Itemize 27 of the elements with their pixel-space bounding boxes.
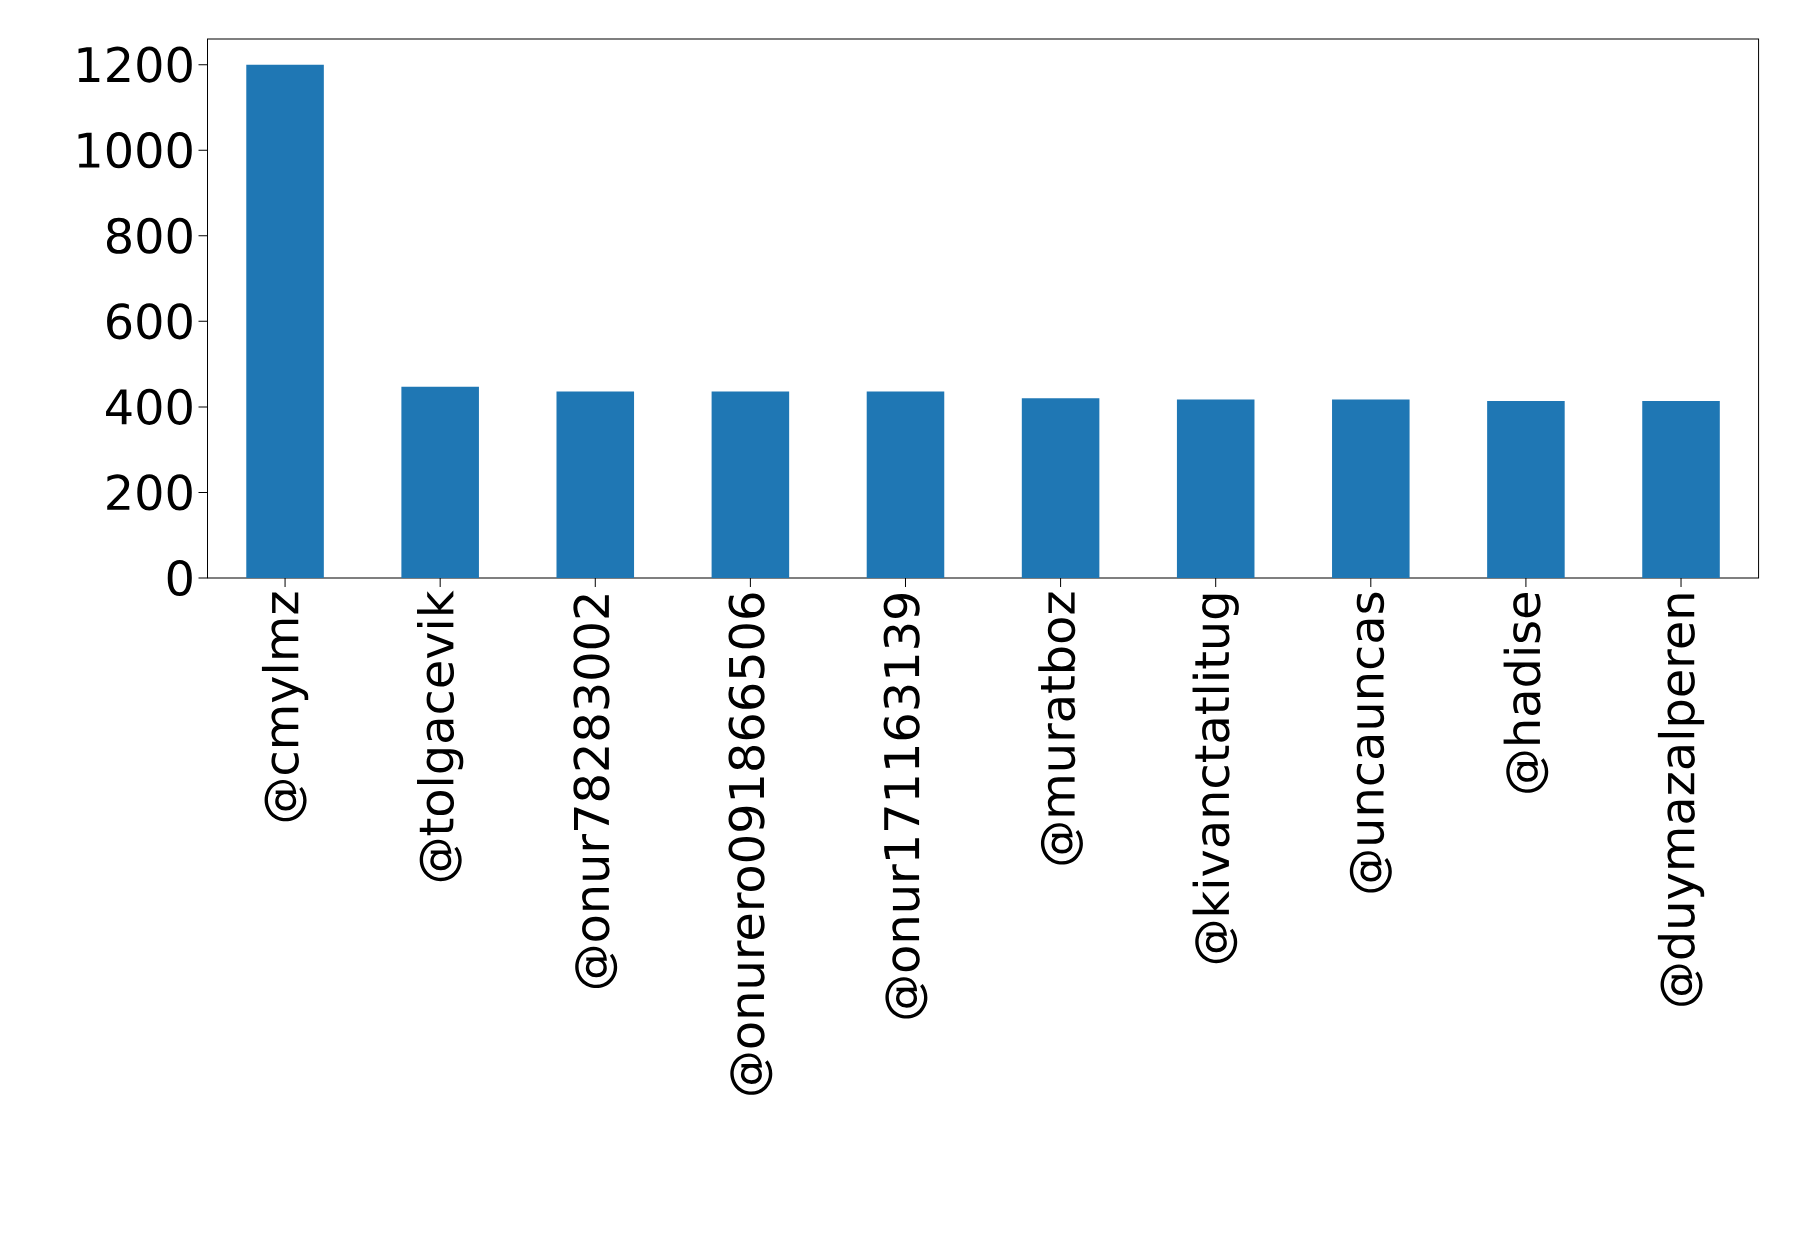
bar	[1642, 400, 1720, 578]
bar	[711, 391, 790, 578]
y-tick-label: 400	[106, 388, 192, 425]
y-tick-label: 200	[107, 474, 192, 511]
x-tick-label: @onurero091866506	[728, 593, 773, 1095]
bar	[866, 391, 945, 578]
y-tick-label: 800	[106, 217, 192, 254]
x-tick-label: @kivanctatlitug	[1192, 594, 1239, 964]
bar	[401, 386, 479, 578]
x-tick-label: @hadise	[1503, 593, 1549, 793]
y-tick-label: 600	[107, 303, 192, 340]
x-tick-label: @muratboz	[1038, 592, 1083, 865]
x-tick-label: @tolgacevik	[417, 590, 464, 882]
x-tick-label: @onur78283002	[573, 595, 618, 989]
x-tick-label: @duymazalperen	[1657, 594, 1705, 1006]
y-tick-label: 0	[167, 559, 192, 597]
bar	[1487, 400, 1565, 578]
bar	[556, 391, 635, 578]
bar	[1332, 399, 1410, 578]
bar	[246, 64, 324, 578]
x-tick-label: @cmylmz	[261, 592, 309, 822]
y-tick-label: 1000	[78, 132, 192, 169]
bar	[1176, 399, 1255, 578]
x-tick-label: @onur171163139	[883, 593, 928, 1019]
x-tick-label: @uncauncas	[1349, 592, 1392, 893]
y-tick-label: 1200	[78, 46, 192, 83]
bar	[1021, 398, 1100, 578]
